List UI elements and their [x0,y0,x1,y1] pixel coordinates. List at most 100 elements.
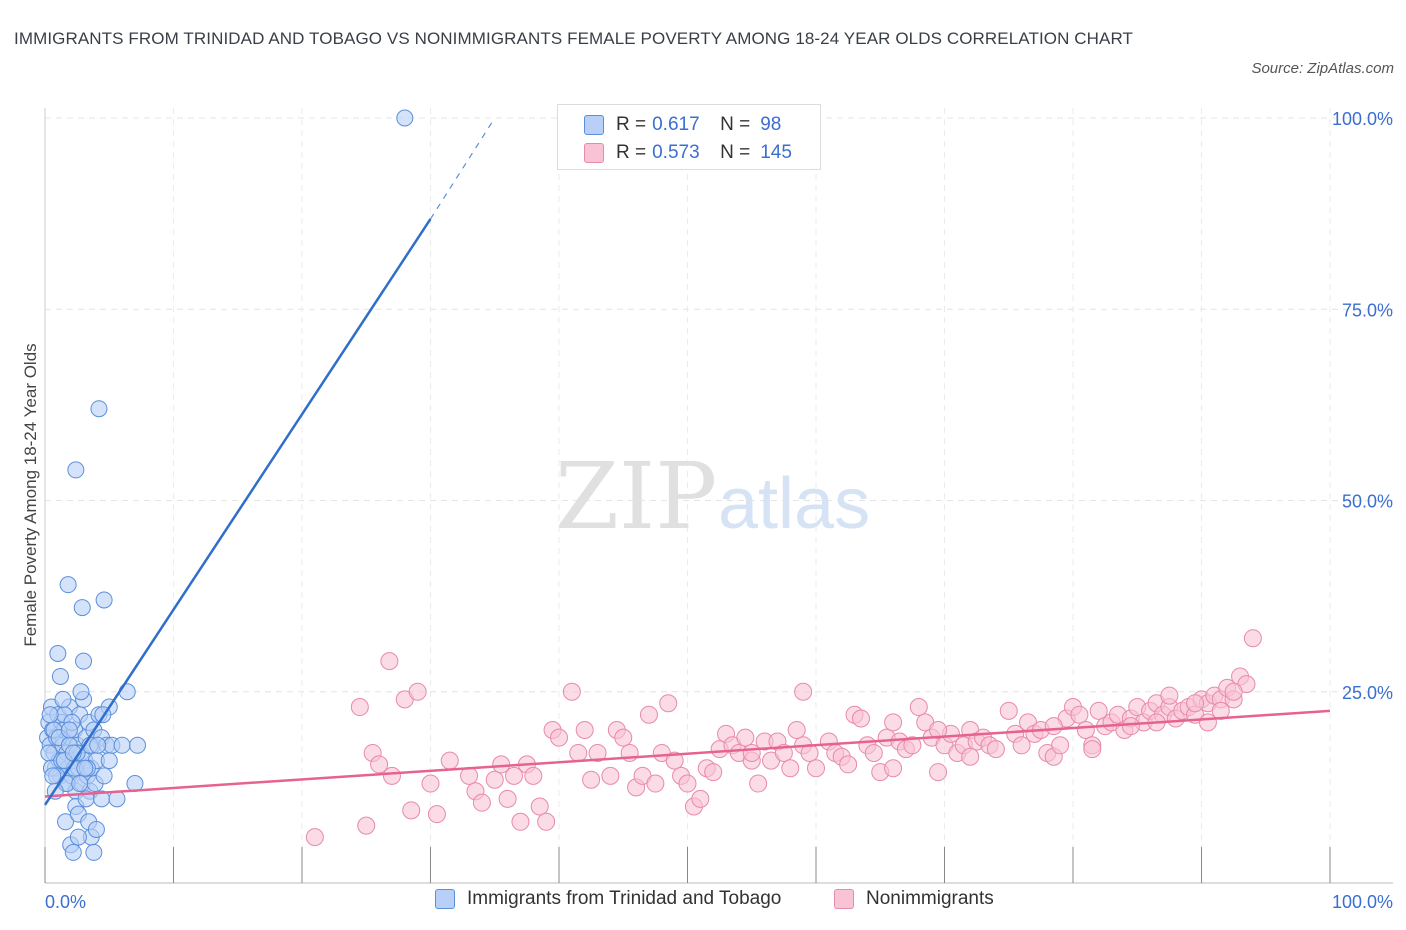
nonimmigrant-point [646,774,665,793]
n-value: 98 [760,114,782,135]
nonimmigrant-point [1012,736,1031,755]
immigrant-point [95,591,113,609]
nonimmigrant-point [350,698,369,717]
nonimmigrant-point [691,789,710,808]
immigrant-point [71,775,89,793]
nonimmigrant-point [736,728,755,747]
nonimmigrant-point [380,652,399,671]
series-legend: Immigrants from Trinidad and Tobago Noni… [0,888,1406,916]
nonimmigrant-point [530,797,549,816]
nonimmigrant-point [575,721,594,739]
nonimmigrant-point [357,816,376,835]
legend-label-immigrants: Immigrants from Trinidad and Tobago [467,888,782,909]
nonimmigrants-points [305,629,1262,847]
immigrant-point [95,767,113,785]
immigrants-points [39,109,414,861]
nonimmigrant-point [749,774,768,793]
n-value: 145 [760,142,792,163]
immigrant-point [57,813,75,831]
nonimmigrant-point [537,812,556,831]
nonimmigrant-point [511,812,530,831]
legend-swatch-blue [435,889,455,909]
nonimmigrant-point [601,766,620,785]
immigrant-point [87,820,105,838]
nonimmigrant-point [370,755,389,774]
nonimmigrant-point [408,682,427,701]
trend-lines [43,117,1331,806]
nonimmigrant-point [884,759,903,778]
y-tick-label: 75.0% [1342,300,1393,320]
nonimmigrant-point [851,709,870,728]
immigrant-point [49,645,67,662]
immigrant-point [75,652,93,670]
nonimmigrant-point [421,774,440,793]
nonimmigrant-point [787,721,806,739]
nonimmigrant-point [427,805,446,824]
nonimmigrant-point [794,682,813,701]
legend-swatch-blue [584,115,604,135]
axes [44,108,1393,884]
immigrant-point [69,828,87,846]
r-label: R = [616,114,647,135]
nonimmigrants-trend-line [44,709,1331,798]
y-tick-label: 100.0% [1332,109,1393,129]
legend-item-immigrants[interactable]: Immigrants from Trinidad and Tobago [435,888,781,910]
legend-swatch-pink [584,143,604,163]
nonimmigrant-point [864,743,883,762]
legend-label-nonimmigrants: Nonimmigrants [866,888,994,909]
nonimmigrant-point [884,713,903,732]
nonimmigrant-point [402,801,421,820]
legend-item-nonimmigrants[interactable]: Nonimmigrants [834,888,994,910]
nonimmigrant-point [704,763,723,782]
nonimmigrant-point [1160,686,1179,705]
r-value: 0.573 [652,142,700,163]
y-tick-label: 25.0% [1342,683,1393,703]
n-label: N = [720,142,751,163]
nonimmigrant-point [1186,694,1205,713]
legend-swatch-pink [834,889,854,909]
nonimmigrant-point [505,766,524,785]
nonimmigrant-point [562,682,581,701]
nonimmigrant-point [665,751,684,770]
nonimmigrant-point [781,759,800,778]
immigrant-point [113,736,131,754]
nonimmigrant-point [550,728,568,747]
immigrant-point [67,461,85,479]
immigrant-point [51,667,69,685]
immigrants-trend-line [43,218,432,806]
immigrant-point [85,843,103,861]
nonimmigrant-point [839,755,858,774]
immigrant-point [396,109,414,127]
r-label: R = [616,142,647,163]
immigrant-point [64,843,82,861]
nonimmigrant-point [999,701,1018,720]
nonimmigrant-point [961,747,980,766]
watermark-atlas: atlas [718,464,870,544]
nonimmigrant-point [588,743,607,762]
immigrant-point [59,576,77,594]
nonimmigrant-point [986,740,1005,759]
nonimmigrant-point [1044,717,1063,736]
source-label: Source: ZipAtlas.com [1251,60,1394,77]
immigrant-point [90,400,108,418]
nonimmigrant-point [524,766,543,785]
immigrant-point [72,683,90,701]
immigrant-point [73,599,91,617]
nonimmigrant-point [498,789,517,808]
nonimmigrant-point [382,766,401,785]
nonimmigrant-point [903,736,922,755]
nonimmigrant-point [1051,736,1070,755]
nonimmigrant-point [569,743,588,762]
r-value: 0.617 [652,114,700,135]
nonimmigrant-point [472,793,491,812]
nonimmigrant-point [460,766,479,785]
immigrant-point [89,736,107,754]
nonimmigrant-point [1089,701,1108,720]
nonimmigrant-point [1121,717,1140,736]
n-label: N = [720,114,751,135]
x-tick-label: 0.0% [45,892,86,912]
nonimmigrant-point [909,698,928,717]
y-tick-label: 50.0% [1342,492,1393,512]
nonimmigrant-point [929,763,948,782]
